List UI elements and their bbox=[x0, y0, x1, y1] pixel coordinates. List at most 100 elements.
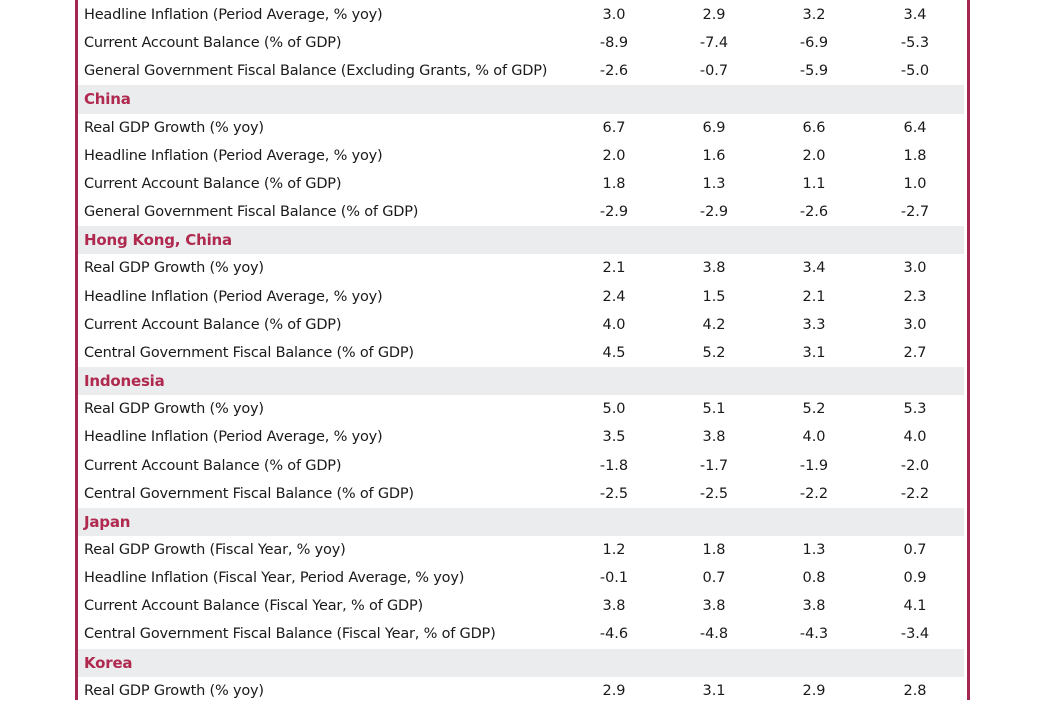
value-cell: 3.4 bbox=[802, 260, 826, 277]
value-cell: 3.2 bbox=[802, 7, 826, 23]
value-cell: 4.0 bbox=[802, 429, 826, 446]
value-cell: -4.3 bbox=[799, 626, 829, 643]
value-cell: -3.4 bbox=[900, 626, 930, 643]
indicator-label: Headline Inflation (Fiscal Year, Period … bbox=[84, 570, 465, 587]
table-frame bbox=[75, 0, 970, 700]
value-cell: 0.9 bbox=[903, 570, 927, 587]
value-cell: -2.6 bbox=[799, 204, 829, 221]
value-cell: 2.7 bbox=[903, 344, 927, 361]
value-cell: 3.5 bbox=[602, 429, 626, 446]
value-cell: -4.8 bbox=[699, 626, 729, 643]
value-cell: -2.9 bbox=[699, 204, 729, 221]
value-cell: 1.2 bbox=[602, 541, 626, 558]
value-cell: -5.9 bbox=[799, 63, 829, 80]
value-cell: 3.4 bbox=[903, 7, 927, 23]
table-row: Current Account Balance (% of GDP) 1.8 1.3… bbox=[78, 170, 964, 198]
value-cell: 1.5 bbox=[702, 288, 726, 305]
value-cell: 6.9 bbox=[702, 119, 726, 136]
value-cell: 4.0 bbox=[903, 429, 927, 446]
value-cell: 0.7 bbox=[702, 570, 726, 587]
section-header-row: Indonesia bbox=[78, 367, 964, 396]
table-row: Real GDP Growth (% yoy) 2.9 3.1 2.9 2.8 bbox=[78, 677, 964, 705]
value-cell: 1.3 bbox=[802, 541, 826, 558]
indicator-label: Current Account Balance (% of GDP) bbox=[84, 316, 342, 333]
value-cell: 2.4 bbox=[602, 288, 626, 305]
value-cell: -2.5 bbox=[599, 485, 629, 502]
value-cell: 2.9 bbox=[602, 682, 626, 699]
value-cell: 3.8 bbox=[802, 598, 826, 615]
value-cell: 4.0 bbox=[602, 316, 626, 333]
value-cell: 1.8 bbox=[602, 175, 626, 192]
table-row: Headline Inflation (Fiscal Year, Period … bbox=[78, 564, 964, 592]
value-cell: 4.5 bbox=[602, 344, 626, 361]
section-title: Hong Kong, China bbox=[84, 231, 232, 250]
value-cell: 3.8 bbox=[702, 429, 726, 446]
value-cell: 1.6 bbox=[702, 147, 726, 164]
value-cell: 2.9 bbox=[802, 682, 826, 699]
section-header-row: Hong Kong, China bbox=[78, 226, 964, 255]
table-row: Real GDP Growth (% yoy) 6.7 6.9 6.6 6.4 bbox=[78, 114, 964, 142]
indicator-label: Headline Inflation (Period Average, % yo… bbox=[84, 429, 383, 446]
value-cell: 6.4 bbox=[903, 119, 927, 136]
section-title: Japan bbox=[84, 512, 131, 531]
indicator-label: Real GDP Growth (% yoy) bbox=[84, 401, 264, 418]
value-cell: -8.9 bbox=[599, 35, 629, 52]
table-row: Real GDP Growth (% yoy) 2.1 3.8 3.4 3.0 bbox=[78, 254, 964, 282]
value-cell: 1.1 bbox=[802, 175, 826, 192]
indicator-label: Current Account Balance (% of GDP) bbox=[84, 175, 342, 192]
indicator-label: Headline Inflation (Period Average, % yo… bbox=[84, 288, 383, 305]
indicator-label: Headline Inflation (Period Average, % yo… bbox=[84, 7, 383, 23]
section-header-row: Japan bbox=[78, 507, 964, 536]
indicator-label: Real GDP Growth (% yoy) bbox=[84, 119, 264, 136]
section-title: China bbox=[84, 90, 131, 109]
table-row: Headline Inflation (Period Average, % yo… bbox=[78, 283, 964, 311]
value-cell: 6.6 bbox=[802, 119, 826, 136]
indicator-label: Central Government Fiscal Balance (% of … bbox=[84, 485, 414, 502]
value-cell: 5.3 bbox=[903, 401, 927, 418]
indicator-label: Real GDP Growth (Fiscal Year, % yoy) bbox=[84, 541, 346, 558]
indicator-label: Central Government Fiscal Balance (Fisca… bbox=[84, 626, 496, 643]
value-cell: -2.2 bbox=[799, 485, 829, 502]
value-cell: 3.0 bbox=[903, 316, 927, 333]
table-row: Current Account Balance (Fiscal Year, % … bbox=[78, 592, 964, 620]
indicator-label: Current Account Balance (Fiscal Year, % … bbox=[84, 598, 423, 615]
value-cell: -0.7 bbox=[699, 63, 729, 80]
value-cell: -1.7 bbox=[699, 457, 729, 474]
value-cell: 3.0 bbox=[602, 7, 626, 23]
value-cell: 1.8 bbox=[702, 541, 726, 558]
value-cell: 5.2 bbox=[702, 344, 726, 361]
value-cell: 2.9 bbox=[702, 7, 726, 23]
indicator-label: Current Account Balance (% of GDP) bbox=[84, 35, 342, 52]
indicator-label: General Government Fiscal Balance (% of … bbox=[84, 204, 419, 221]
value-cell: 2.1 bbox=[602, 260, 626, 277]
value-cell: 0.7 bbox=[903, 541, 927, 558]
table-row: Headline Inflation (Period Average, % yo… bbox=[78, 1, 964, 29]
value-cell: -0.1 bbox=[599, 570, 629, 587]
table-row: Central Government Fiscal Balance (% of … bbox=[78, 480, 964, 508]
value-cell: -2.0 bbox=[900, 457, 930, 474]
value-cell: -2.5 bbox=[699, 485, 729, 502]
table-row: Headline Inflation (Period Average, % yo… bbox=[78, 423, 964, 451]
table-row: Current Account Balance (% of GDP) 4.0 4.2… bbox=[78, 311, 964, 339]
indicator-label: Real GDP Growth (% yoy) bbox=[84, 260, 264, 277]
value-cell: -2.9 bbox=[599, 204, 629, 221]
value-cell: 1.0 bbox=[903, 175, 927, 192]
value-cell: 2.8 bbox=[903, 682, 927, 699]
value-cell: 2.0 bbox=[602, 147, 626, 164]
value-cell: -1.8 bbox=[599, 457, 629, 474]
indicator-label: Real GDP Growth (% yoy) bbox=[84, 682, 264, 699]
value-cell: 3.8 bbox=[702, 598, 726, 615]
value-cell: 1.8 bbox=[903, 147, 927, 164]
value-cell: -2.6 bbox=[599, 63, 629, 80]
section-header-row: Korea bbox=[78, 648, 964, 677]
value-cell: -2.2 bbox=[900, 485, 930, 502]
table-row: Current Account Balance (% of GDP) -8.9 -7… bbox=[78, 29, 964, 57]
table-row: Headline Inflation (Period Average, % yo… bbox=[78, 142, 964, 170]
indicator-label: Headline Inflation (Period Average, % yo… bbox=[84, 147, 383, 164]
section-title: Korea bbox=[84, 653, 133, 672]
value-cell: 0.8 bbox=[802, 570, 826, 587]
value-cell: 2.0 bbox=[802, 147, 826, 164]
value-cell: 4.2 bbox=[702, 316, 726, 333]
section-header-row: China bbox=[78, 85, 964, 114]
table-row: General Government Fiscal Balance (% of … bbox=[78, 198, 964, 226]
